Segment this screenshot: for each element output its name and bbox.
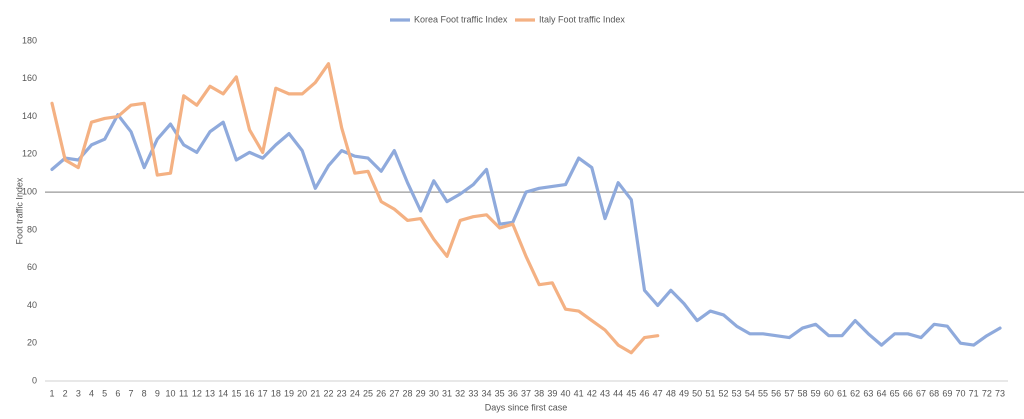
x-tick-label: 72 <box>982 388 992 398</box>
y-tick-label: 140 <box>22 111 37 121</box>
x-tick-label: 48 <box>666 388 676 398</box>
x-tick-label: 71 <box>969 388 979 398</box>
x-tick-label: 29 <box>416 388 426 398</box>
x-tick-label: 58 <box>797 388 807 398</box>
x-tick-label: 40 <box>560 388 570 398</box>
legend-label: Italy Foot traffic Index <box>539 14 625 24</box>
x-tick-label: 47 <box>653 388 663 398</box>
y-tick-label: 80 <box>27 224 37 234</box>
x-tick-label: 52 <box>718 388 728 398</box>
x-tick-label: 37 <box>521 388 531 398</box>
x-tick-label: 51 <box>705 388 715 398</box>
y-tick-label: 100 <box>22 186 37 196</box>
x-tick-label: 36 <box>508 388 518 398</box>
x-tick-label: 3 <box>76 388 81 398</box>
x-tick-label: 69 <box>942 388 952 398</box>
x-tick-label: 43 <box>600 388 610 398</box>
y-axis-label: Foot traffic Index <box>14 177 24 244</box>
x-tick-label: 61 <box>837 388 847 398</box>
x-tick-label: 17 <box>258 388 268 398</box>
x-tick-label: 30 <box>429 388 439 398</box>
x-tick-label: 15 <box>231 388 241 398</box>
x-tick-label: 73 <box>995 388 1005 398</box>
x-tick-label: 54 <box>745 388 755 398</box>
x-tick-label: 39 <box>547 388 557 398</box>
x-tick-label: 68 <box>929 388 939 398</box>
x-tick-label: 18 <box>271 388 281 398</box>
x-tick-label: 10 <box>165 388 175 398</box>
y-tick-label: 120 <box>22 149 37 159</box>
x-tick-label: 62 <box>850 388 860 398</box>
x-tick-label: 53 <box>732 388 742 398</box>
x-tick-label: 57 <box>784 388 794 398</box>
y-tick-label: 180 <box>22 35 37 45</box>
x-tick-label: 41 <box>574 388 584 398</box>
x-tick-label: 26 <box>376 388 386 398</box>
x-tick-label: 28 <box>402 388 412 398</box>
x-tick-label: 27 <box>389 388 399 398</box>
y-tick-label: 40 <box>27 300 37 310</box>
x-tick-label: 13 <box>205 388 215 398</box>
x-axis-label: Days since first case <box>485 402 568 412</box>
y-tick-label: 0 <box>32 375 37 385</box>
x-tick-label: 24 <box>350 388 360 398</box>
x-tick-label: 7 <box>128 388 133 398</box>
x-tick-label: 25 <box>363 388 373 398</box>
x-tick-label: 49 <box>679 388 689 398</box>
legend-label: Korea Foot traffic Index <box>414 14 508 24</box>
x-tick-label: 56 <box>771 388 781 398</box>
x-tick-label: 50 <box>692 388 702 398</box>
x-tick-label: 45 <box>626 388 636 398</box>
x-tick-label: 35 <box>495 388 505 398</box>
x-tick-label: 1 <box>49 388 54 398</box>
x-tick-label: 46 <box>639 388 649 398</box>
x-tick-label: 34 <box>481 388 491 398</box>
x-tick-label: 66 <box>903 388 913 398</box>
x-tick-label: 23 <box>337 388 347 398</box>
x-tick-label: 5 <box>102 388 107 398</box>
x-tick-label: 19 <box>284 388 294 398</box>
x-tick-label: 70 <box>955 388 965 398</box>
x-tick-label: 60 <box>824 388 834 398</box>
x-tick-label: 2 <box>63 388 68 398</box>
x-tick-label: 6 <box>115 388 120 398</box>
x-tick-label: 8 <box>142 388 147 398</box>
x-tick-label: 55 <box>758 388 768 398</box>
x-tick-label: 20 <box>297 388 307 398</box>
x-tick-label: 11 <box>179 388 188 398</box>
x-tick-label: 14 <box>218 388 228 398</box>
x-tick-label: 22 <box>323 388 333 398</box>
x-tick-label: 65 <box>890 388 900 398</box>
x-tick-label: 67 <box>916 388 926 398</box>
y-tick-label: 160 <box>22 73 37 83</box>
x-tick-label: 59 <box>811 388 821 398</box>
series-line <box>50 62 660 355</box>
x-tick-label: 64 <box>876 388 886 398</box>
x-tick-label: 12 <box>192 388 202 398</box>
x-tick-label: 63 <box>863 388 873 398</box>
y-tick-label: 60 <box>27 262 37 272</box>
x-tick-label: 21 <box>310 388 320 398</box>
y-tick-label: 20 <box>27 338 37 348</box>
x-tick-label: 44 <box>613 388 623 398</box>
x-tick-label: 42 <box>587 388 597 398</box>
x-tick-label: 4 <box>89 388 94 398</box>
x-tick-label: 16 <box>244 388 254 398</box>
x-tick-label: 38 <box>534 388 544 398</box>
series-line <box>50 113 1002 347</box>
x-tick-label: 33 <box>468 388 478 398</box>
x-tick-label: 32 <box>455 388 465 398</box>
x-tick-label: 9 <box>155 388 160 398</box>
x-tick-label: 31 <box>442 388 452 398</box>
